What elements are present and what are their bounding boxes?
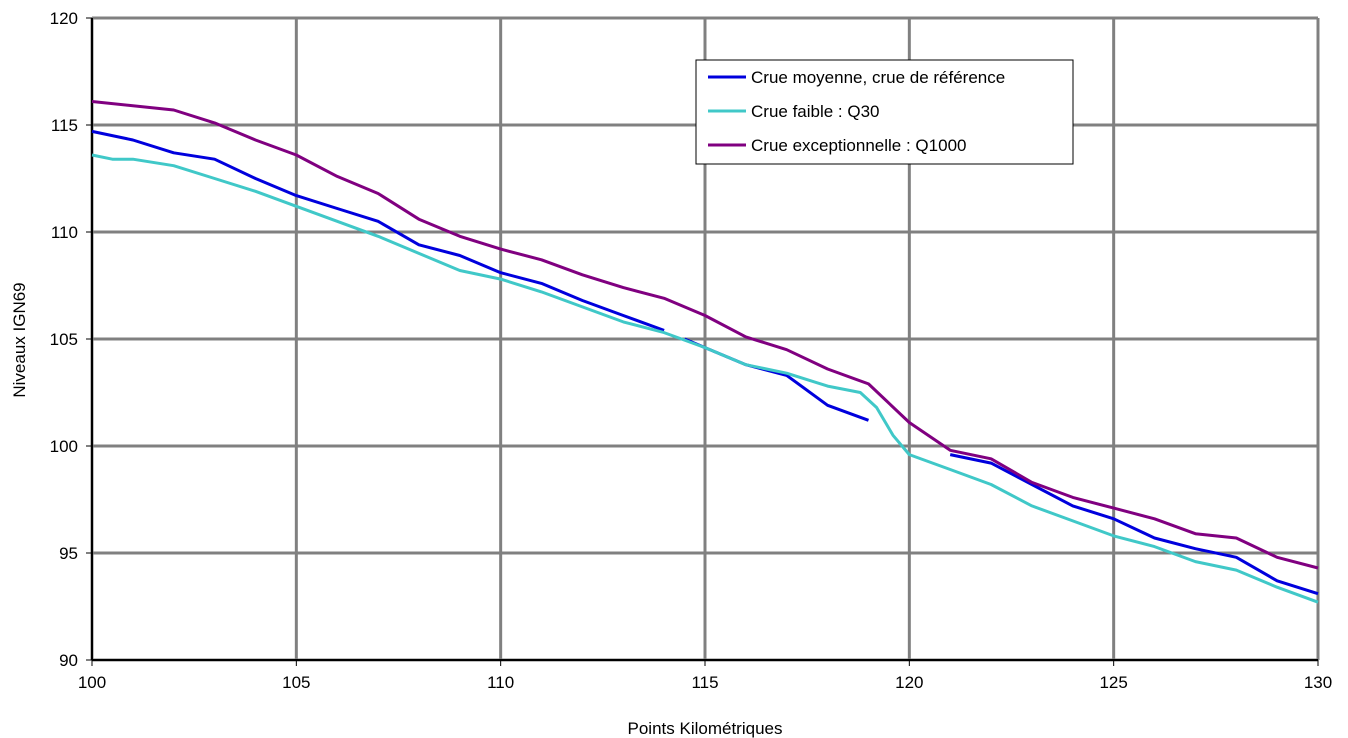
x-tick-label: 100 (78, 673, 106, 692)
y-tick-label: 110 (51, 223, 78, 242)
x-tick-label: 110 (487, 673, 514, 692)
series-line (949, 453, 1319, 596)
x-tick-label: 105 (282, 673, 310, 692)
y-tick-label: 105 (50, 330, 78, 349)
y-tick-label: 120 (50, 9, 78, 28)
y-axis-title: Niveaux IGN69 (10, 282, 29, 397)
series-line (91, 129, 665, 332)
x-axis-title: Points Kilométriques (628, 719, 783, 738)
x-tick-label: 115 (691, 673, 718, 692)
series-line (91, 153, 1319, 604)
series-line (91, 100, 1319, 570)
y-tick-label: 90 (59, 651, 78, 670)
y-tick-labels: 90 95 100 105 110 115 120 (50, 9, 92, 670)
x-tick-label: 130 (1304, 673, 1332, 692)
legend-box (695, 59, 1074, 165)
legend-label-series-1: Crue moyenne, crue de référence (751, 68, 1005, 87)
x-tick-labels: 100 105 110 115 120 125 130 (78, 660, 1332, 692)
series-3 (91, 100, 1319, 570)
legend-label-series-3: Crue exceptionnelle : Q1000 (751, 136, 966, 155)
series-2 (91, 153, 1319, 604)
y-tick-label: 100 (50, 437, 78, 456)
legend-label-series-2: Crue faible : Q30 (751, 102, 880, 121)
series-layer (91, 100, 1319, 604)
x-tick-label: 120 (895, 673, 923, 692)
y-tick-label: 115 (51, 116, 78, 135)
y-tick-label: 95 (59, 544, 78, 563)
legend: Crue moyenne, crue de référence Crue fai… (695, 59, 1074, 165)
x-tick-label: 125 (1099, 673, 1127, 692)
